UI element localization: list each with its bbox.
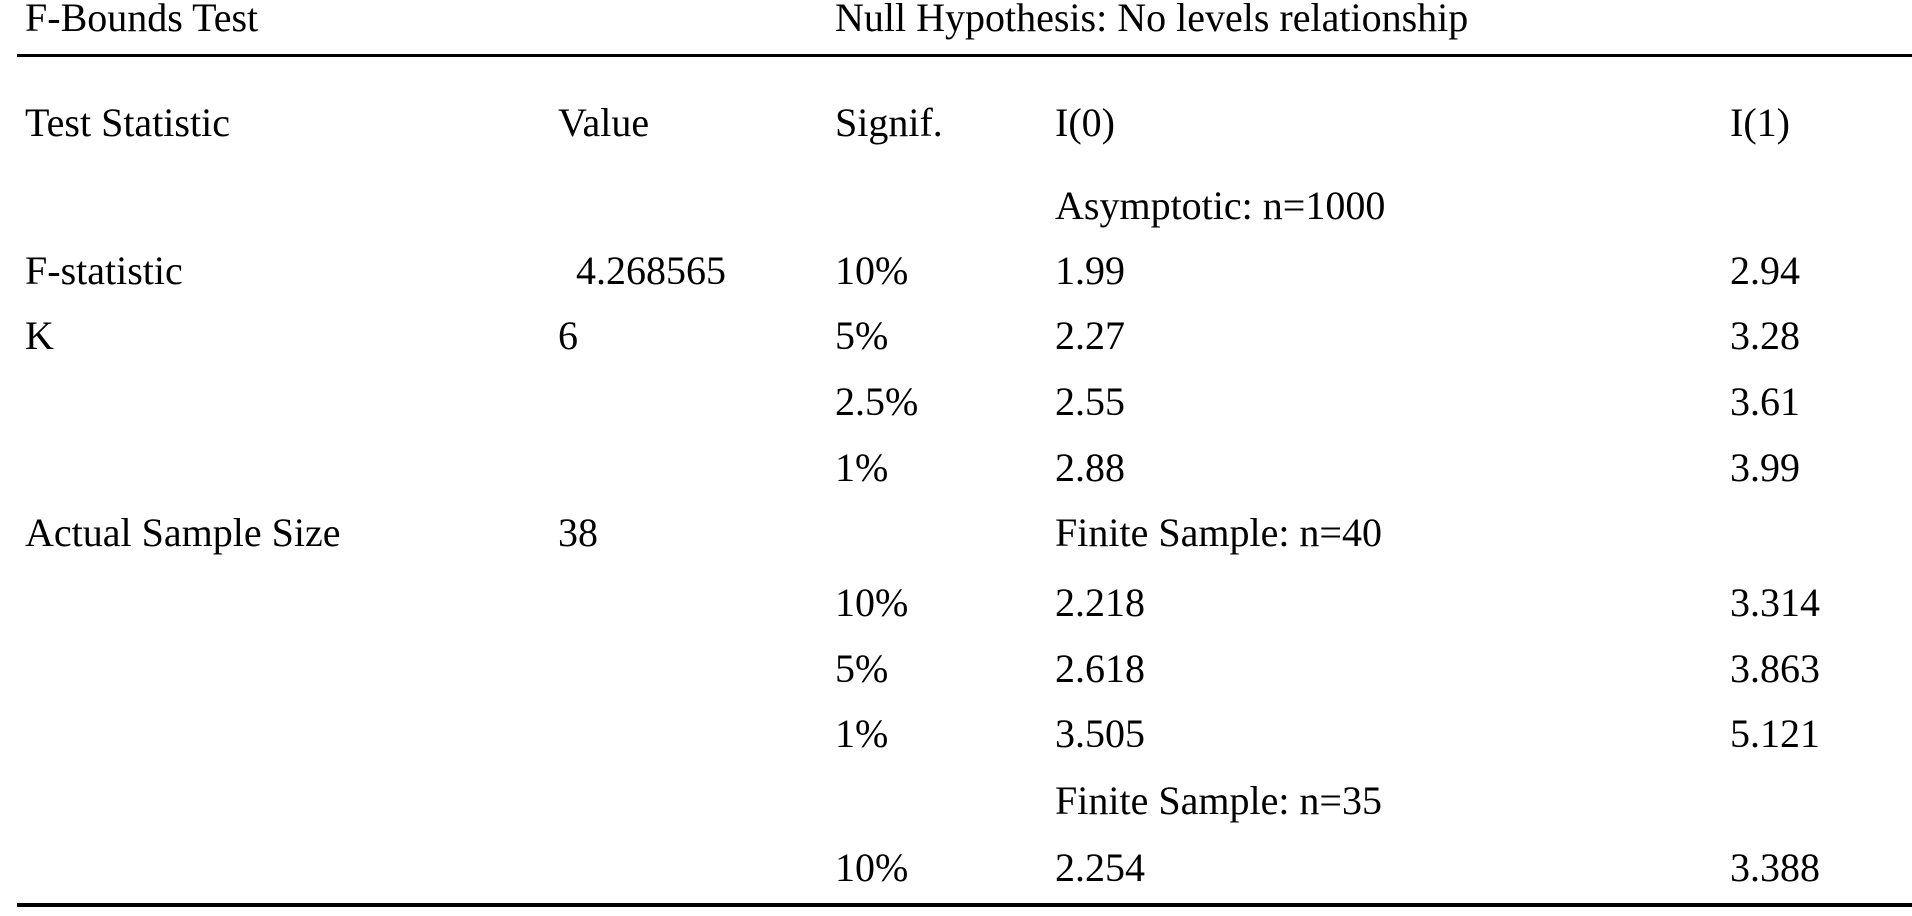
cell-test-statistic: F-statistic [25, 248, 183, 293]
cell-test-statistic [25, 583, 558, 623]
cell-value: 6 [558, 313, 578, 358]
cell-value: 38 [558, 510, 598, 555]
cell-signif: 1% [835, 711, 889, 756]
cell-i1: 3.314 [1730, 580, 1820, 625]
cell-i0: Asymptotic: n=1000 [1055, 183, 1386, 228]
cell-value [558, 781, 835, 821]
table-row: 5% 2.618 3.863 [0, 649, 1912, 689]
cell-i0: 2.55 [1055, 379, 1125, 424]
column-header-i1: I(1) [1730, 100, 1790, 145]
table-row: 10% 2.218 3.314 [0, 583, 1912, 623]
cell-signif: 5% [835, 313, 889, 358]
cell-value: 4.268565 [576, 248, 726, 293]
null-hypothesis-label: Null Hypothesis: No levels relationship [835, 0, 1469, 40]
table-row: F-statistic 4.268565 10% 1.99 2.94 [0, 251, 1912, 291]
cell-signif [835, 781, 1055, 821]
cell-test-statistic [25, 186, 558, 226]
cell-i0: 2.618 [1055, 646, 1145, 691]
cell-value [558, 848, 835, 888]
bottom-rule [17, 903, 1912, 907]
cell-i1: 3.863 [1730, 646, 1820, 691]
cell-value [558, 382, 835, 422]
table-title: F-Bounds Test [25, 0, 259, 40]
cell-i0: 2.254 [1055, 845, 1145, 890]
column-header-signif: Signif. [835, 100, 943, 145]
cell-i1 [1730, 781, 1912, 821]
table-row: 1% 3.505 5.121 [0, 714, 1912, 754]
table-row: 10% 2.254 3.388 [0, 848, 1912, 888]
cell-i0: 2.27 [1055, 313, 1125, 358]
cell-i1: 3.388 [1730, 845, 1820, 890]
cell-i0: 1.99 [1055, 248, 1125, 293]
cell-signif [835, 513, 1055, 553]
cell-signif: 10% [835, 845, 909, 890]
cell-signif: 2.5% [835, 379, 919, 424]
cell-test-statistic [25, 448, 558, 488]
cell-signif: 10% [835, 580, 909, 625]
table-row: Finite Sample: n=35 [0, 781, 1912, 821]
column-header-test-statistic: Test Statistic [25, 100, 230, 145]
cell-test-statistic: K [25, 313, 54, 358]
cell-test-statistic: Actual Sample Size [25, 510, 341, 555]
table-row: Actual Sample Size 38 Finite Sample: n=4… [0, 513, 1912, 553]
cell-i1: 2.94 [1730, 248, 1800, 293]
table-row: 1% 2.88 3.99 [0, 448, 1912, 488]
cell-test-statistic [25, 781, 558, 821]
cell-i1: 3.28 [1730, 313, 1800, 358]
cell-i1: 3.61 [1730, 379, 1800, 424]
cell-i1 [1730, 513, 1912, 553]
cell-test-statistic [25, 848, 558, 888]
header-row: Test Statistic Value Signif. I(0) I(1) [0, 103, 1912, 143]
cell-value [558, 714, 835, 754]
table-caption-row: F-Bounds Test Null Hypothesis: No levels… [0, 0, 1912, 38]
cell-signif: 5% [835, 646, 889, 691]
cell-test-statistic [25, 649, 558, 689]
table-row: Asymptotic: n=1000 [0, 186, 1912, 226]
cell-test-statistic [25, 382, 558, 422]
cell-value [558, 583, 835, 623]
cell-value [558, 649, 835, 689]
column-header-i0: I(0) [1055, 100, 1115, 145]
column-header-value: Value [558, 100, 650, 145]
table-row: 2.5% 2.55 3.61 [0, 382, 1912, 422]
table-row: K 6 5% 2.27 3.28 [0, 316, 1912, 356]
cell-i1: 5.121 [1730, 711, 1820, 756]
top-rule [17, 54, 1912, 57]
cell-signif: 10% [835, 248, 909, 293]
cell-signif: 1% [835, 445, 889, 490]
cell-i1 [1730, 186, 1912, 226]
cell-i1: 3.99 [1730, 445, 1800, 490]
cell-value [558, 186, 835, 226]
cell-i0: 2.88 [1055, 445, 1125, 490]
cell-i0: 2.218 [1055, 580, 1145, 625]
cell-i0: 3.505 [1055, 711, 1145, 756]
cell-signif [835, 186, 1055, 226]
cell-value [558, 448, 835, 488]
cell-test-statistic [25, 714, 558, 754]
cell-i0: Finite Sample: n=35 [1055, 778, 1382, 823]
cell-i0: Finite Sample: n=40 [1055, 510, 1382, 555]
